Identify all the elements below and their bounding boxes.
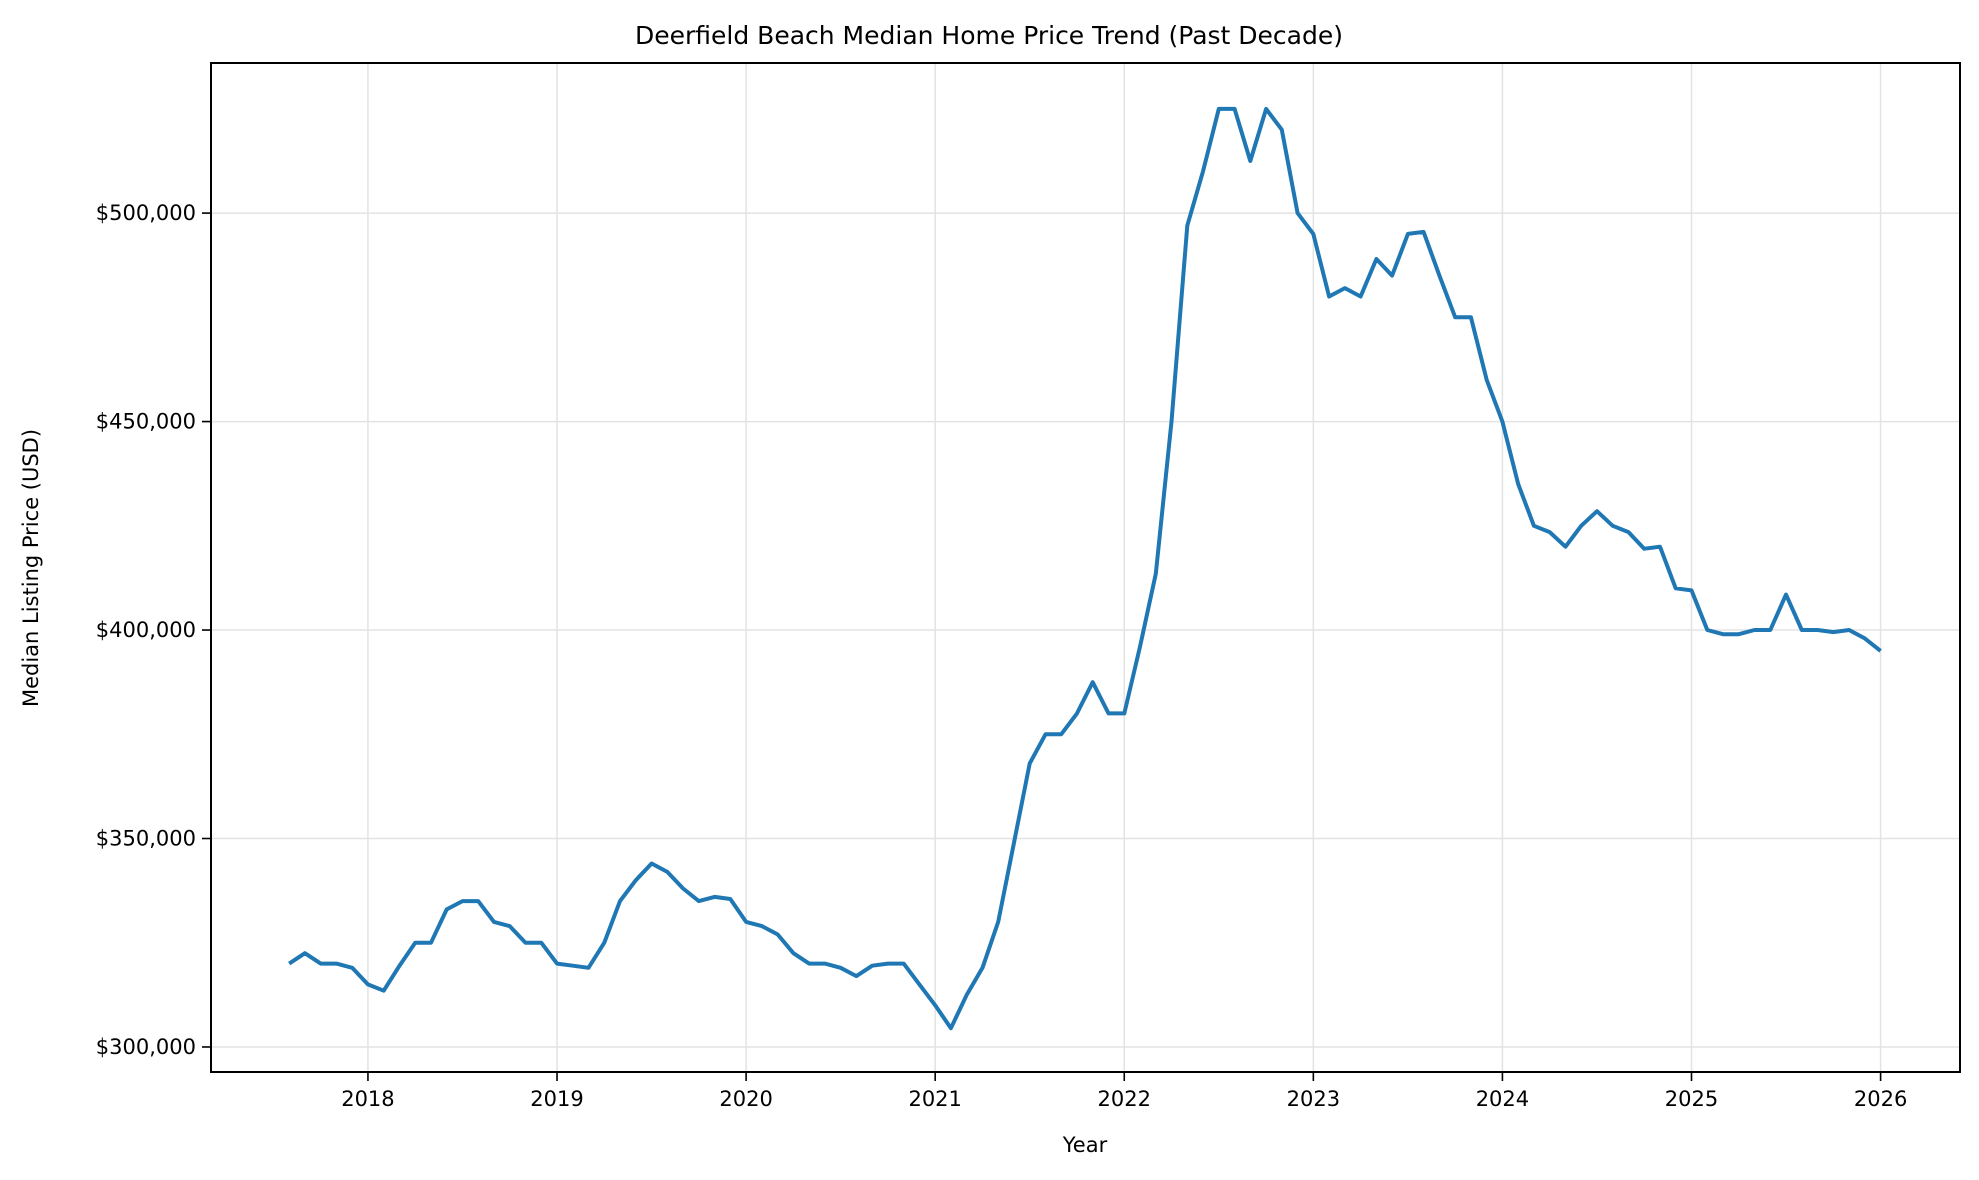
y-tick-label: $500,000 xyxy=(96,201,196,225)
plot-frame xyxy=(210,62,1961,1073)
price-line xyxy=(288,106,1882,1031)
x-tick-label: 2022 xyxy=(1098,1087,1151,1111)
y-tick-label: $350,000 xyxy=(96,827,196,851)
y-tick-label: $300,000 xyxy=(96,1035,196,1059)
x-axis-label: Year xyxy=(1062,1133,1108,1157)
x-tick-label: 2023 xyxy=(1287,1087,1340,1111)
x-tick-label: 2024 xyxy=(1476,1087,1529,1111)
x-tick-label: 2018 xyxy=(341,1087,394,1111)
x-tick-label: 2026 xyxy=(1854,1087,1907,1111)
y-tick-label: $450,000 xyxy=(96,410,196,434)
y-axis-ticks: $300,000 $350,000 $400,000 $450,000 $500,000 xyxy=(96,201,211,1059)
y-tick-label: $400,000 xyxy=(96,618,196,642)
x-tick-label: 2025 xyxy=(1665,1087,1718,1111)
x-tick-label: 2020 xyxy=(719,1087,772,1111)
x-tick-label: 2021 xyxy=(908,1087,961,1111)
y-axis-label: Median Listing Price (USD) xyxy=(19,429,43,707)
x-tick-label: 2019 xyxy=(530,1087,583,1111)
x-axis-ticks: 2018 2019 2020 2021 2022 2023 2024 2025 2026 xyxy=(341,1072,1907,1111)
grid-lines xyxy=(211,63,1960,1072)
chart-title: Deerfield Beach Median Home Price Trend … xyxy=(635,21,1343,50)
